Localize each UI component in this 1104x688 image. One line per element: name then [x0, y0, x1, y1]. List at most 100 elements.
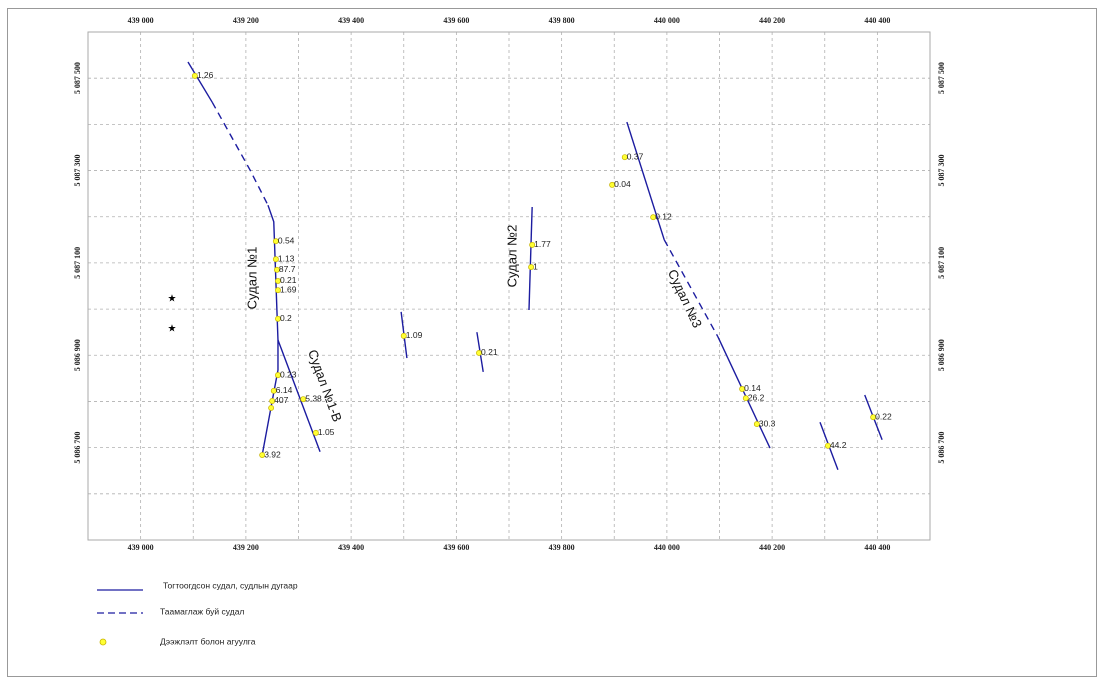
sample-point	[272, 238, 279, 245]
x-tick-label: 440 200	[759, 16, 785, 25]
y-tick-label: 5 086 900	[937, 339, 946, 371]
sample-label: 1.05	[318, 427, 335, 437]
x-tick-label: 439 600	[443, 16, 469, 25]
x-tick-label: 439 200	[233, 16, 259, 25]
sample-point	[259, 452, 266, 458]
vein-label: Судал №2	[504, 225, 519, 288]
grid	[88, 32, 930, 540]
sample-label: 0.21	[481, 347, 498, 357]
sample-point	[753, 421, 760, 428]
vein	[187, 61, 213, 103]
y-tick-label: 5 087 100	[937, 247, 946, 279]
sample-label: 0.23	[280, 369, 297, 379]
sample-label: 1.09	[406, 330, 423, 340]
sample-label: 0.12	[655, 211, 672, 221]
y-tick-label: 5 087 300	[73, 155, 82, 187]
star-marker: ★	[168, 294, 177, 305]
sample-point	[275, 277, 281, 284]
sample-label: 0.21	[280, 275, 297, 285]
sample-point	[742, 395, 749, 402]
sample-label: 3.92	[264, 449, 281, 459]
x-tick-label: 439 000	[128, 16, 154, 25]
star-marker: ★	[168, 324, 177, 335]
x-tick-label: 439 800	[549, 543, 575, 552]
sample-label: 0.22	[875, 411, 892, 421]
vein-label: Судал №1	[244, 247, 259, 310]
sample-label: 6.14	[276, 385, 293, 395]
x-tick-label: 439 400	[338, 543, 364, 552]
sample-point	[273, 266, 280, 273]
sample-point	[312, 429, 319, 436]
legend-text: Тогтоогдсон судал, судлын дугаар	[163, 580, 298, 590]
sample-label: 26.2	[748, 392, 765, 402]
sample-label: 1	[533, 261, 538, 271]
sample-label: 0.54	[278, 235, 295, 245]
sample-label: 30.3	[759, 418, 776, 428]
sample-point	[528, 264, 535, 271]
sample-point	[609, 181, 616, 188]
sample-point	[270, 387, 277, 394]
sample-label: 0.37	[627, 151, 644, 161]
sample-point	[621, 154, 628, 161]
ticks: 439 000 439 000 439 200 439 200 439 400 439 4…	[73, 16, 946, 552]
sample-label: 0.04	[614, 179, 631, 189]
sample-point	[269, 398, 276, 404]
x-tick-label: 439 400	[338, 16, 364, 25]
sample-point	[275, 287, 281, 294]
x-tick-label: 439 200	[233, 543, 259, 552]
sample-point	[650, 214, 657, 221]
vein	[211, 101, 269, 206]
sample-point	[400, 332, 407, 339]
y-tick-label: 5 087 300	[937, 155, 946, 187]
y-tick-label: 5 087 100	[73, 247, 82, 279]
sample-label: 5.38	[305, 393, 322, 403]
sample-point	[529, 241, 536, 248]
legend-text: Дээжлэлт болон агуулга	[160, 636, 256, 646]
vein	[626, 121, 665, 241]
y-tick-label: 5 086 700	[73, 432, 82, 464]
sample-point	[191, 72, 198, 79]
sample-point	[739, 386, 746, 392]
sample-label: 87.7	[279, 264, 296, 274]
sample-point	[476, 350, 482, 356]
x-tick-label: 440 400	[864, 16, 890, 25]
x-tick-label: 440 400	[864, 543, 890, 552]
sample-point	[300, 396, 307, 403]
y-tick-label: 5 087 500	[73, 62, 82, 94]
x-tick-label: 439 800	[549, 16, 575, 25]
y-tick-label: 5 086 700	[937, 432, 946, 464]
legend-text: Таамаглаж буй судал	[160, 606, 244, 616]
x-tick-label: 440 000	[654, 543, 680, 552]
vein	[528, 207, 533, 311]
vein	[663, 239, 719, 338]
legend-sample	[99, 638, 107, 646]
sample-label: 44.2	[830, 440, 847, 450]
x-tick-label: 440 200	[759, 543, 785, 552]
map-frame	[87, 31, 931, 541]
x-tick-label: 439 000	[128, 543, 154, 552]
sample-point	[824, 442, 831, 449]
y-tick-label: 5 087 500	[937, 62, 946, 94]
vein-label: Судал №1-В	[305, 348, 345, 424]
sample-point	[275, 372, 281, 379]
x-tick-label: 440 000	[654, 16, 680, 25]
sample-label: 1.13	[278, 253, 295, 263]
sample-label: 0.14	[744, 383, 761, 393]
sample-label: 0.2	[280, 313, 292, 323]
sample-point	[870, 414, 877, 421]
sample-point	[268, 404, 275, 411]
legend: Тогтоогдсон судал, судлын дугаар Таамагл…	[97, 580, 298, 646]
sample-point	[272, 256, 279, 263]
x-tick-label: 439 600	[443, 543, 469, 552]
sample-label: 407	[274, 395, 288, 405]
outer-border	[7, 8, 1097, 677]
sample-label: 1.26	[197, 70, 214, 80]
sample-label: 1.77	[534, 239, 551, 249]
sample-point	[275, 315, 281, 322]
y-tick-label: 5 086 900	[73, 339, 82, 371]
sample-label: 1.69	[280, 284, 297, 294]
vein	[717, 336, 771, 449]
